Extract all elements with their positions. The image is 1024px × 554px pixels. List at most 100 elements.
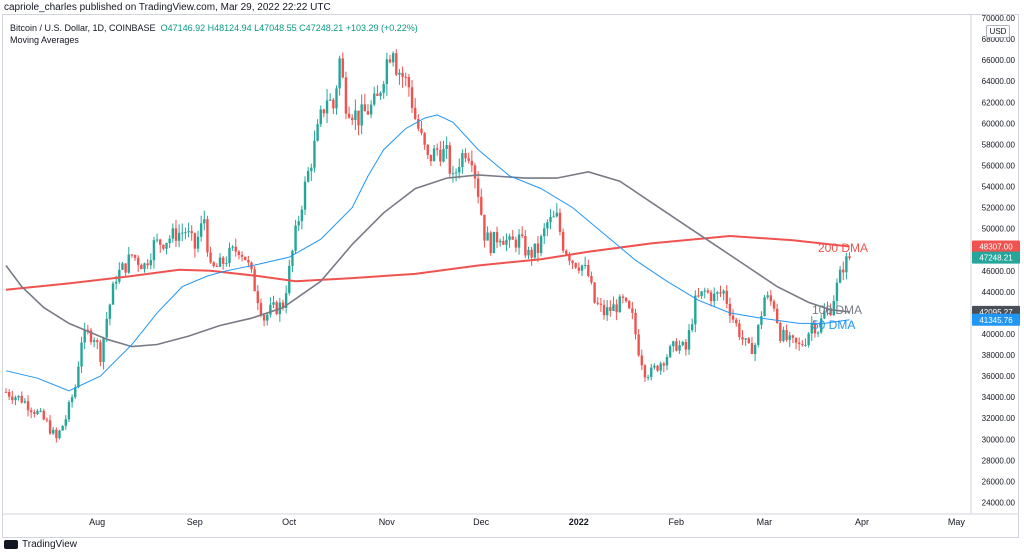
candle xyxy=(401,72,404,77)
candle xyxy=(719,292,722,294)
candle xyxy=(83,329,86,343)
y-tick-label: 34000.00 xyxy=(982,393,1016,402)
candle xyxy=(558,212,562,232)
candle xyxy=(741,337,744,340)
candle xyxy=(470,160,474,166)
candle xyxy=(451,173,455,175)
candle xyxy=(398,72,401,75)
candle xyxy=(835,282,839,301)
series-line xyxy=(5,170,850,348)
candle xyxy=(605,307,609,316)
candle xyxy=(712,293,716,302)
chart-frame xyxy=(2,14,1019,538)
series-line xyxy=(5,114,850,392)
publish-info: capriole_charles published on TradingVie… xyxy=(4,2,331,13)
ohlc-values: O47146.92 H48124.94 L47048.55 C47248.21 … xyxy=(160,23,418,33)
candle xyxy=(842,269,845,273)
y-tick-label: 40000.00 xyxy=(982,330,1016,339)
y-tick-label: 64000.00 xyxy=(982,77,1016,86)
candle xyxy=(779,322,782,341)
candle xyxy=(130,254,134,256)
x-tick-label: Apr xyxy=(855,517,869,527)
y-tick-label: 52000.00 xyxy=(982,204,1016,213)
y-tick-label: 50000.00 xyxy=(982,225,1016,234)
candle xyxy=(382,84,385,93)
candle xyxy=(410,87,414,108)
candle xyxy=(369,104,373,115)
y-tick-label: 70000.00 xyxy=(982,14,1016,23)
candle xyxy=(152,240,156,261)
candle xyxy=(269,304,272,315)
candle xyxy=(791,335,795,338)
candle xyxy=(549,216,552,223)
candle xyxy=(168,238,171,243)
symbol-title[interactable]: Bitcoin / U.S. Dollar, 1D, COINBASE xyxy=(10,23,156,33)
y-tick-label: 30000.00 xyxy=(982,435,1016,444)
currency-badge[interactable]: USD xyxy=(986,25,1010,38)
candle xyxy=(782,330,785,341)
indicator-label[interactable]: Moving Averages xyxy=(10,35,79,45)
candle xyxy=(514,239,518,248)
candle xyxy=(215,265,219,267)
candle xyxy=(816,332,820,334)
candle xyxy=(162,244,165,249)
candle xyxy=(829,308,832,316)
candle xyxy=(766,295,769,298)
candle xyxy=(634,312,637,335)
candle xyxy=(332,99,335,109)
candle xyxy=(187,231,190,233)
candle xyxy=(533,243,536,258)
candle xyxy=(36,410,39,414)
candle xyxy=(45,419,49,421)
candle xyxy=(391,53,395,63)
candle xyxy=(838,269,842,283)
candle xyxy=(813,323,817,334)
candle xyxy=(316,124,319,141)
candle xyxy=(775,308,779,323)
candle xyxy=(259,303,263,316)
candle xyxy=(593,282,596,303)
candle xyxy=(385,59,389,85)
candle xyxy=(376,93,379,96)
candle xyxy=(42,410,45,420)
candle xyxy=(360,104,363,126)
candle xyxy=(442,148,445,162)
candle xyxy=(483,214,486,241)
y-tick-label: 58000.00 xyxy=(982,140,1016,149)
candle xyxy=(335,88,338,109)
candle xyxy=(675,341,678,351)
candle xyxy=(108,304,112,319)
candle xyxy=(747,338,751,344)
candle xyxy=(640,355,644,366)
candle xyxy=(124,263,127,273)
candle xyxy=(539,236,543,253)
candle xyxy=(300,209,304,222)
candle xyxy=(284,293,288,309)
candle xyxy=(480,196,483,215)
series-annotation: 50 DMA xyxy=(812,318,855,332)
candle xyxy=(80,342,83,367)
candle xyxy=(209,252,212,263)
candle xyxy=(672,341,675,347)
candle xyxy=(530,249,533,258)
candle xyxy=(149,260,152,266)
candle xyxy=(388,59,392,63)
candle xyxy=(458,167,461,173)
y-tick-label: 56000.00 xyxy=(982,161,1016,170)
candle xyxy=(29,410,33,413)
candle xyxy=(794,337,798,343)
candle xyxy=(753,344,757,355)
candle xyxy=(621,296,625,298)
candle xyxy=(555,212,559,217)
series-annotation: 200 DMA xyxy=(818,241,868,255)
candle xyxy=(127,254,130,273)
candle xyxy=(366,111,370,115)
candle xyxy=(417,118,420,129)
price-tag-box xyxy=(972,313,1020,326)
candle xyxy=(502,240,505,245)
candle xyxy=(646,376,650,378)
candle xyxy=(520,234,524,237)
candle xyxy=(297,221,300,226)
candle xyxy=(527,249,530,256)
